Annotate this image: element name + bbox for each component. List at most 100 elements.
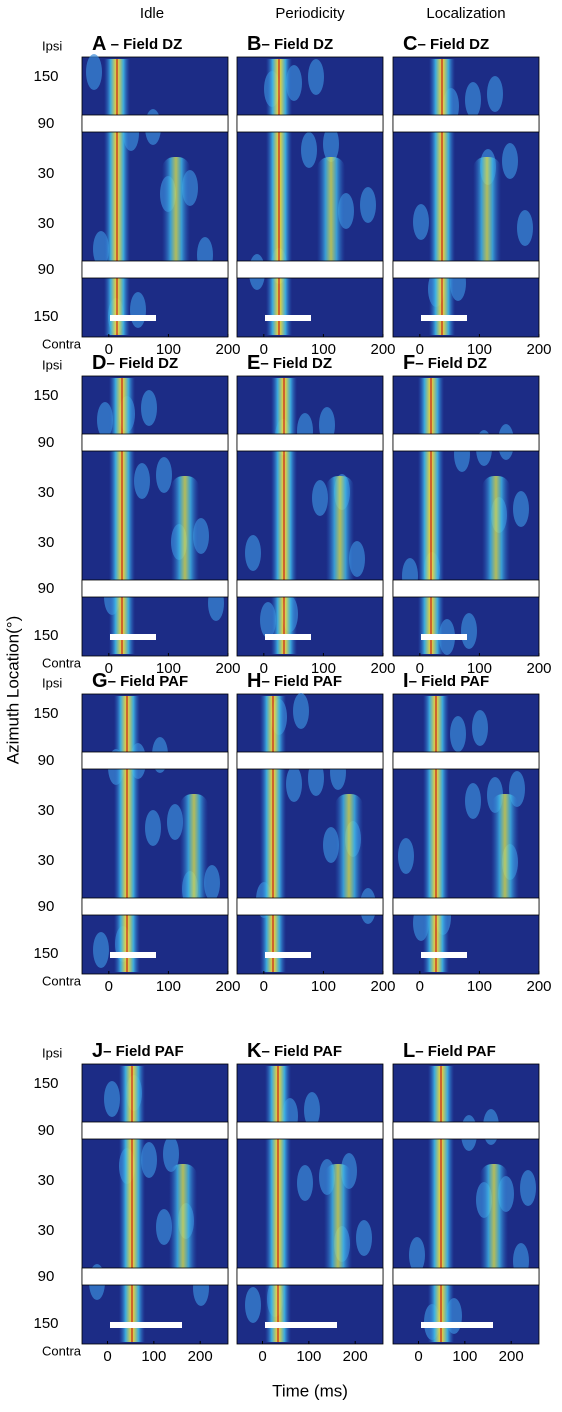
panel-subtitle: – Field DZ	[415, 355, 487, 372]
texture	[286, 766, 302, 802]
x-tick-label: 200	[370, 341, 395, 358]
response-band	[326, 476, 354, 596]
x-axis-label: Time (ms)	[272, 1381, 348, 1400]
gap-bar	[236, 260, 384, 279]
y-tick-label: Ipsi	[42, 357, 62, 372]
texture	[245, 1287, 261, 1323]
panel-subtitle: – Field PAF	[415, 1043, 496, 1060]
response-band	[335, 794, 363, 914]
panel-subtitle: – Field DZ	[261, 36, 333, 53]
x-tick-label: 0	[416, 341, 424, 358]
x-tick-label: 200	[343, 1348, 368, 1365]
texture	[93, 932, 109, 968]
y-axis-label: Azimuth Location(°)	[3, 616, 22, 765]
response-band	[180, 794, 208, 914]
response-band	[265, 1066, 291, 1342]
y-tick-label: 90	[38, 1122, 55, 1139]
x-tick-label: 100	[467, 341, 492, 358]
heatmap	[81, 54, 229, 338]
y-tick-label: Contra	[42, 336, 82, 351]
x-tick-label: 100	[311, 978, 336, 995]
panel-title: K– Field PAF	[247, 1040, 342, 1062]
heatmap	[81, 1063, 229, 1345]
stimulus-bar	[110, 952, 156, 958]
gap-bar	[81, 897, 229, 916]
x-tick-label: 0	[414, 1348, 422, 1365]
texture	[86, 54, 102, 90]
gap-bar	[81, 260, 229, 279]
stimulus-bar	[421, 952, 467, 958]
x-tick-label: 0	[260, 660, 268, 677]
y-tick-label: 30	[38, 215, 55, 232]
gap-bar	[81, 1121, 229, 1140]
panel-title: H– Field PAF	[247, 670, 342, 692]
panel-letter: J	[92, 1040, 103, 1062]
y-tick-label: 30	[38, 802, 55, 819]
y-tick-label: 90	[38, 898, 55, 915]
x-tick-label: 200	[526, 978, 551, 995]
texture	[520, 1170, 536, 1206]
y-tick-label: 30	[38, 1222, 55, 1239]
gap-bar	[392, 751, 540, 770]
x-tick-label: 200	[370, 978, 395, 995]
texture	[465, 783, 481, 819]
gap-bar	[236, 1267, 384, 1286]
x-tick-label: 200	[370, 660, 395, 677]
panel-subtitle: – Field PAF	[261, 673, 342, 690]
heatmap	[236, 375, 384, 657]
panel-title: L– Field PAF	[403, 1040, 496, 1062]
texture	[134, 463, 150, 499]
stimulus-bar	[110, 1322, 182, 1328]
panel-letter: F	[403, 352, 415, 374]
x-tick-label: 100	[467, 660, 492, 677]
y-tick-label: Ipsi	[42, 675, 62, 690]
texture	[360, 187, 376, 223]
x-tick-label: 100	[311, 341, 336, 358]
heatmap-background	[236, 56, 384, 338]
response-band	[109, 378, 135, 654]
y-tick-label: 30	[38, 1172, 55, 1189]
heatmap	[81, 375, 229, 657]
texture	[517, 210, 533, 246]
x-tick-label: 200	[215, 341, 240, 358]
y-tick-label: Contra	[42, 1343, 82, 1358]
response-band	[491, 794, 519, 914]
x-tick-label: 0	[260, 978, 268, 995]
x-tick-label: 0	[260, 341, 268, 358]
x-tick-label: 200	[215, 660, 240, 677]
texture	[104, 1081, 120, 1117]
heatmap	[392, 56, 540, 338]
heatmap	[236, 693, 384, 975]
panel-title: B– Field DZ	[247, 33, 333, 55]
gap-bar	[236, 897, 384, 916]
y-tick-label: 90	[38, 261, 55, 278]
y-tick-label: Contra	[42, 973, 82, 988]
gap-bar	[236, 1121, 384, 1140]
x-tick-label: 200	[526, 341, 551, 358]
y-tick-label: 150	[33, 387, 58, 404]
panel-letter: K	[247, 1040, 262, 1062]
x-tick-label: 200	[526, 660, 551, 677]
panel-letter: D	[92, 352, 106, 374]
column-title: Idle	[140, 5, 164, 22]
response-band	[429, 59, 455, 335]
y-tick-label: 150	[33, 627, 58, 644]
heatmap	[392, 375, 540, 657]
gap-bar	[392, 260, 540, 279]
stimulus-bar	[265, 315, 311, 321]
panel-letter: I	[403, 670, 409, 692]
response-band	[418, 378, 444, 654]
texture	[297, 1165, 313, 1201]
panel-letter: G	[92, 670, 108, 692]
response-band	[162, 157, 190, 277]
texture	[323, 126, 339, 162]
x-tick-label: 0	[105, 341, 113, 358]
y-tick-label: 150	[33, 945, 58, 962]
texture	[398, 838, 414, 874]
response-band	[104, 59, 130, 335]
response-band	[260, 696, 286, 972]
response-band	[114, 696, 140, 972]
response-band	[317, 157, 345, 277]
response-band	[428, 1066, 454, 1342]
